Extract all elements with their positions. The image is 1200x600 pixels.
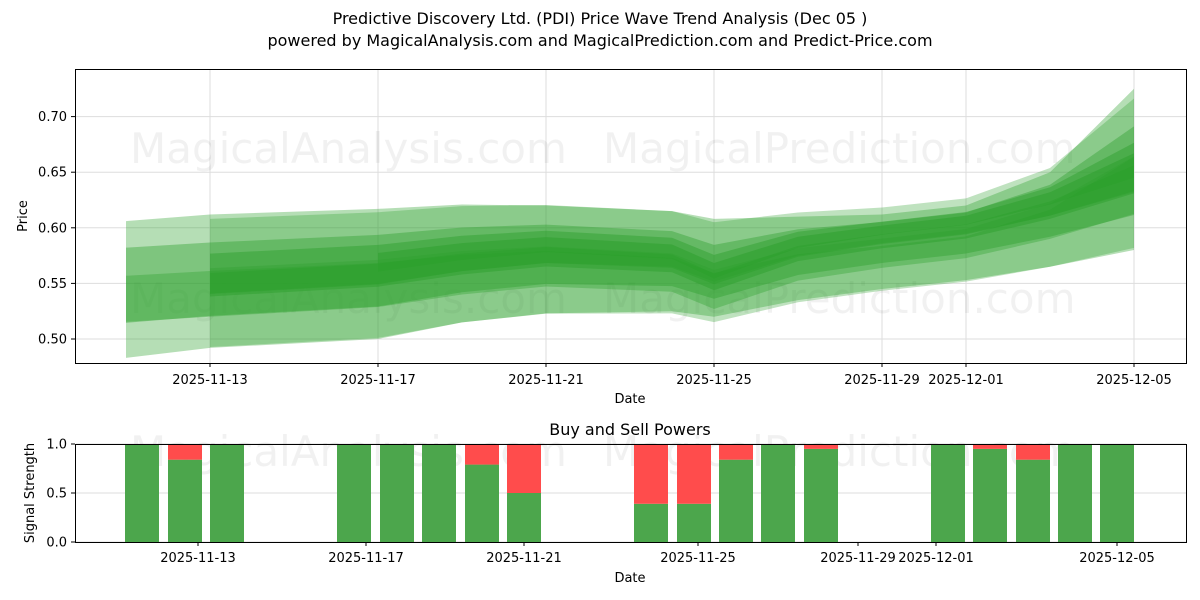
wave-band [210, 98, 1134, 295]
buy-bar [634, 503, 668, 542]
buy-bar [125, 444, 159, 542]
y-tick-label: 0.65 [38, 166, 67, 181]
sell-bar [677, 444, 711, 504]
watermark-prediction: MagicalPrediction.com [603, 274, 1076, 323]
buy-bar [507, 493, 541, 542]
x-tick-label: 2025-11-13 [160, 551, 236, 566]
wave-band [126, 88, 1134, 358]
buy-bar [677, 503, 711, 542]
buy-bar [168, 459, 202, 542]
sell-bar [973, 444, 1007, 449]
x-tick-label: 2025-11-21 [486, 551, 562, 566]
x-tick-label: 2025-11-17 [340, 373, 416, 388]
buy-bar [337, 444, 371, 542]
x-tick-label: 2025-12-01 [898, 551, 974, 566]
y-tick-label: 0.70 [38, 110, 67, 125]
sell-bar [465, 444, 499, 465]
x-tick-label: 2025-11-29 [820, 551, 896, 566]
buy-bar [422, 444, 456, 542]
y-tick-label: 0.5 [46, 487, 67, 502]
sell-bar [634, 444, 668, 504]
x-tick-label: 2025-11-13 [172, 373, 248, 388]
buy-bar [973, 448, 1007, 542]
buy-bar [465, 464, 499, 542]
sell-bar [719, 444, 753, 460]
buy-bar [210, 444, 244, 542]
buy-bar [1058, 444, 1092, 542]
watermark-analysis: MagicalAnalysis.com [130, 124, 567, 173]
y-tick-label: 0.55 [38, 277, 67, 292]
price-watermarks: MagicalAnalysis.com MagicalPrediction.co… [130, 124, 1076, 323]
y-tick-label: 0.50 [38, 333, 67, 348]
signal-y-label: Signal Strength [23, 443, 38, 543]
y-tick-label: 0.60 [38, 221, 67, 236]
wave-band [210, 165, 1134, 297]
signal-axes-frame [75, 444, 1187, 543]
signal-chart-title: Buy and Sell Powers [549, 420, 711, 439]
wave-band [378, 153, 1134, 279]
watermark-analysis: MagicalAnalysis.com [130, 274, 567, 323]
x-tick-label: 2025-11-21 [508, 373, 584, 388]
buy-bar [719, 459, 753, 542]
sell-bar [507, 444, 541, 493]
sell-bar [168, 444, 202, 460]
signal-x-label: Date [614, 571, 645, 586]
buy-bar [761, 444, 795, 542]
buy-sell-bars [125, 444, 1134, 542]
price-x-axis: 2025-11-13 2025-11-17 2025-11-21 2025-11-25… [172, 363, 1172, 388]
price-x-label: Date [614, 392, 645, 407]
watermark-prediction: MagicalPrediction.com [603, 124, 1076, 173]
sell-bar [804, 444, 838, 449]
price-wave-bands [126, 88, 1134, 358]
price-y-label: Price [16, 200, 31, 232]
buy-bar [1100, 444, 1134, 542]
signal-x-axis: 2025-11-13 2025-11-17 2025-11-21 2025-11-25… [160, 542, 1155, 566]
price-axes-frame [75, 69, 1187, 364]
buy-bar [380, 444, 414, 542]
signal-y-axis: 0.0 0.5 1.0 [46, 438, 75, 551]
wave-band [126, 156, 1134, 322]
x-tick-label: 2025-12-05 [1079, 551, 1155, 566]
wave-band [210, 156, 1134, 348]
y-tick-label: 1.0 [46, 438, 67, 453]
x-tick-label: 2025-11-29 [844, 373, 920, 388]
x-tick-label: 2025-12-01 [928, 373, 1004, 388]
x-tick-label: 2025-11-17 [328, 551, 404, 566]
x-tick-label: 2025-11-25 [660, 551, 736, 566]
wave-band [126, 126, 1134, 323]
sell-bar [1016, 444, 1050, 460]
buy-bar [804, 448, 838, 542]
y-tick-label: 0.0 [46, 536, 67, 551]
x-tick-label: 2025-12-05 [1096, 373, 1172, 388]
chart-subtitle: powered by MagicalAnalysis.com and Magic… [267, 31, 933, 50]
buy-bar [1016, 459, 1050, 542]
x-tick-label: 2025-11-25 [676, 373, 752, 388]
price-y-axis: 0.50 0.55 0.60 0.65 0.70 [38, 110, 75, 348]
buy-bar [931, 444, 965, 542]
chart-title: Predictive Discovery Ltd. (PDI) Price Wa… [332, 9, 868, 28]
